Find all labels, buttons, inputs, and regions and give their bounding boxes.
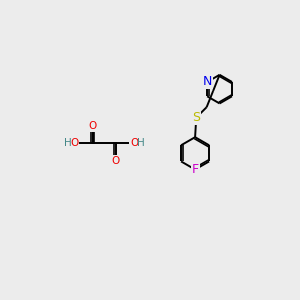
Text: H: H bbox=[137, 138, 145, 148]
Text: N: N bbox=[202, 76, 212, 88]
Text: F: F bbox=[191, 163, 199, 176]
Text: O: O bbox=[130, 138, 138, 148]
Text: O: O bbox=[70, 138, 78, 148]
Text: S: S bbox=[192, 111, 200, 124]
Text: O: O bbox=[112, 156, 120, 166]
Text: O: O bbox=[88, 121, 97, 131]
Text: H: H bbox=[64, 138, 71, 148]
